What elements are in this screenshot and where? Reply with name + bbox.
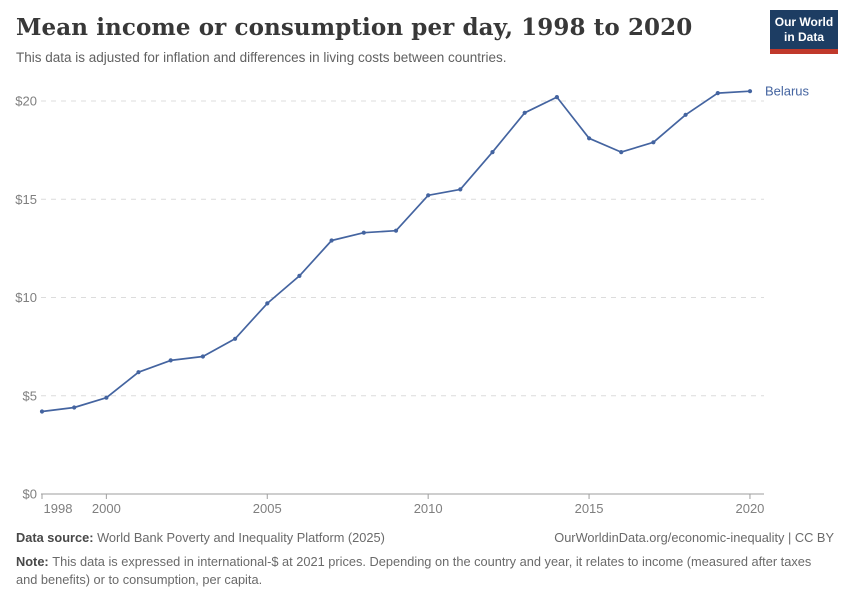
data-point-1999: [72, 405, 77, 410]
owid-logo[interactable]: Our World in Data: [770, 10, 838, 54]
data-point-2017: [651, 140, 656, 145]
x-axis-tick-label: 1998: [44, 501, 73, 516]
y-axis-tick-label: $5: [23, 388, 37, 403]
data-point-2000: [104, 395, 109, 400]
data-point-2019: [715, 91, 720, 96]
note-line: Note: This data is expressed in internat…: [16, 553, 820, 590]
data-source-line: Data source: World Bank Poverty and Ineq…: [16, 529, 385, 548]
note-label: Note:: [16, 553, 53, 569]
x-axis-tick-label: 2015: [575, 501, 604, 516]
data-point-2005: [265, 301, 270, 306]
page-title: Mean income or consumption per day, 1998…: [16, 14, 693, 41]
data-point-2012: [490, 150, 495, 155]
data-point-2008: [361, 230, 366, 235]
data-point-2011: [458, 187, 463, 192]
data-point-1998: [39, 409, 45, 414]
owid-logo-red-bar: [770, 49, 838, 54]
data-point-2006: [297, 273, 302, 278]
y-axis-tick-label: $10: [15, 290, 37, 305]
data-point-2002: [168, 358, 173, 363]
data-point-2015: [587, 136, 592, 141]
data-point-2009: [393, 228, 399, 233]
x-axis-tick-label: 2005: [253, 501, 282, 516]
y-axis-tick-label: $0: [23, 487, 37, 502]
x-axis-tick-label: 2020: [735, 501, 764, 516]
owid-logo-box: Our World in Data: [770, 10, 838, 49]
series-label-belarus: Belarus: [765, 84, 810, 99]
data-point-2003: [200, 354, 205, 359]
data-point-2013: [522, 110, 527, 115]
data-point-2020: [747, 89, 753, 94]
y-axis-tick-label: $20: [15, 94, 37, 109]
data-point-2016: [619, 150, 624, 155]
note-text: This data is expressed in international-…: [16, 553, 812, 588]
data-point-2004: [233, 336, 238, 341]
data-source-label: Data source:: [16, 530, 98, 545]
credit-link[interactable]: OurWorldinData.org/economic-inequality |…: [554, 530, 834, 545]
data-source-text: World Bank Poverty and Inequality Platfo…: [97, 530, 385, 545]
line-belarus: [41, 90, 751, 413]
data-point-2010: [426, 193, 431, 198]
y-axis-tick-label: $15: [15, 192, 37, 207]
x-axis-tick-label: 2000: [92, 501, 121, 516]
data-point-2001: [136, 370, 141, 375]
chart-footer: Data source: World Bank Poverty and Ineq…: [16, 529, 834, 590]
owid-logo-line1: Our World: [774, 15, 834, 29]
chart-header: Mean income or consumption per day, 1998…: [16, 14, 750, 65]
data-point-2007: [329, 238, 334, 243]
chart-subtitle: This data is adjusted for inflation and …: [16, 50, 507, 65]
line-chart-canvas: $0 $5 $10 $15 $20 1998 2000 2005 2010 2015 2020 Bel…: [15, 84, 810, 516]
data-point-2018: [683, 112, 688, 117]
data-point-2014: [554, 95, 560, 100]
owid-logo-line2: in Data: [783, 30, 824, 44]
x-axis-tick-label: 2010: [414, 501, 443, 516]
